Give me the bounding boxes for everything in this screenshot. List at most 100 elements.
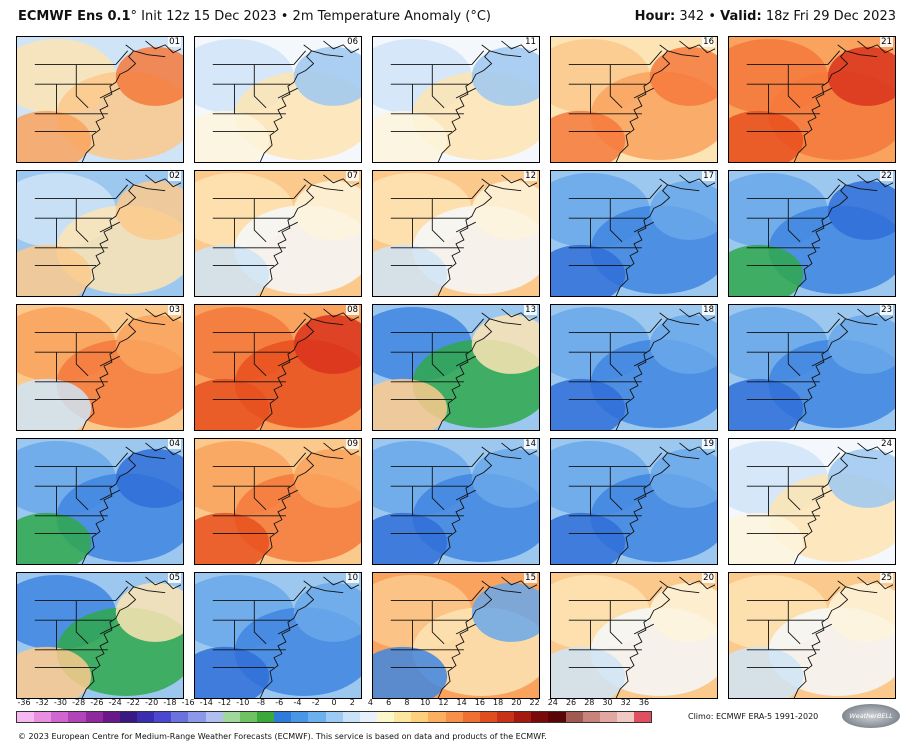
colorbar-segment xyxy=(171,712,189,722)
valid-value: 18z Fri 29 Dec 2023 xyxy=(761,9,896,24)
ensemble-member-panel: 16 xyxy=(550,36,718,163)
anomaly-field xyxy=(373,378,448,430)
ensemble-member-panel: 01 xyxy=(16,36,184,163)
state-border xyxy=(455,221,476,233)
anomaly-field xyxy=(115,314,183,374)
member-number: 19 xyxy=(702,439,715,449)
anomaly-map xyxy=(551,439,717,564)
state-border xyxy=(609,198,623,243)
state-border xyxy=(277,87,298,99)
state-border xyxy=(811,87,832,99)
colorbar-segment xyxy=(531,712,549,722)
anomaly-field xyxy=(293,314,361,374)
colorbar-tick-label: 36 xyxy=(638,698,650,707)
state-border xyxy=(679,442,716,456)
anomaly-map xyxy=(195,439,361,564)
anomaly-field xyxy=(551,244,626,296)
state-border xyxy=(253,332,267,377)
model-name: ECMWF Ens 0.1 xyxy=(18,9,131,24)
member-number: 11 xyxy=(524,37,537,47)
colorbar-tick-label: -14 xyxy=(199,698,213,707)
ensemble-member-panel: 17 xyxy=(550,170,718,297)
anomaly-field xyxy=(373,646,448,698)
state-border xyxy=(311,50,344,58)
state-border xyxy=(609,466,623,511)
anomaly-field xyxy=(729,378,804,430)
member-number: 09 xyxy=(346,439,359,449)
state-border xyxy=(259,580,315,698)
state-border xyxy=(489,50,522,58)
colorbar-segment xyxy=(85,712,103,722)
valid-label: Valid: xyxy=(720,9,762,24)
state-border xyxy=(81,446,137,564)
colorbar-tick-label: -8 xyxy=(257,698,266,707)
anomaly-map xyxy=(373,573,539,698)
weatherbell-logo: WeatherBELL xyxy=(842,704,900,728)
state-border xyxy=(633,623,654,635)
state-border xyxy=(501,442,538,456)
ensemble-member-panel: 14 xyxy=(372,438,540,565)
hour-label: Hour: xyxy=(634,9,676,24)
state-border xyxy=(793,312,849,430)
state-border xyxy=(81,580,137,698)
state-border xyxy=(311,318,344,326)
colorbar-segment xyxy=(359,712,377,722)
state-border xyxy=(633,87,654,99)
anomaly-field xyxy=(729,244,804,296)
ensemble-member-panel: 19 xyxy=(550,438,718,565)
state-border xyxy=(845,50,878,58)
member-number: 07 xyxy=(346,171,359,181)
state-border xyxy=(787,600,801,645)
ensemble-member-panel: 12 xyxy=(372,170,540,297)
colorbar-segment xyxy=(325,712,343,722)
anomaly-map xyxy=(195,37,361,162)
copyright-footer: © 2023 European Centre for Medium-Range … xyxy=(18,732,547,741)
colorbar-segment xyxy=(154,712,172,722)
anomaly-field xyxy=(729,110,804,162)
anomaly-map xyxy=(551,573,717,698)
colorbar-segment xyxy=(376,712,395,722)
anomaly-field xyxy=(195,244,270,296)
state-border xyxy=(437,580,493,698)
ensemble-member-panel: 02 xyxy=(16,170,184,297)
state-border xyxy=(99,355,120,367)
ensemble-member-panel: 13 xyxy=(372,304,540,431)
ensemble-member-panel: 05 xyxy=(16,572,184,699)
colorbar-segment xyxy=(256,712,275,722)
state-border xyxy=(489,452,522,460)
member-number: 16 xyxy=(702,37,715,47)
anomaly-field xyxy=(649,180,717,240)
state-border xyxy=(115,586,129,601)
ensemble-member-panel: 11 xyxy=(372,36,540,163)
member-number: 04 xyxy=(168,439,181,449)
state-border xyxy=(501,308,538,322)
state-border xyxy=(133,50,166,58)
anomaly-map xyxy=(551,37,717,162)
colorbar-tick-label: 12 xyxy=(438,698,449,707)
anomaly-field xyxy=(827,448,895,508)
state-border xyxy=(253,600,267,645)
colorbar-segment xyxy=(445,712,463,722)
state-border xyxy=(471,318,485,333)
anomaly-field xyxy=(551,378,626,430)
anomaly-field xyxy=(649,46,717,106)
state-border xyxy=(145,40,182,54)
ensemble-member-panel: 23 xyxy=(728,304,896,431)
colorbar-segment xyxy=(308,712,326,722)
state-border xyxy=(323,174,360,188)
state-border xyxy=(633,221,654,233)
anomaly-map xyxy=(17,573,183,698)
state-border xyxy=(75,198,89,243)
state-border xyxy=(609,600,623,645)
state-border xyxy=(845,452,878,460)
member-number: 17 xyxy=(702,171,715,181)
colorbar-tick-label: 20 xyxy=(511,698,522,707)
anomaly-field xyxy=(373,512,448,564)
state-border xyxy=(437,178,493,296)
colorbar-segment xyxy=(634,712,652,722)
ensemble-member-panel: 20 xyxy=(550,572,718,699)
anomaly-field xyxy=(115,582,183,642)
colorbar-tick-label: -6 xyxy=(275,698,284,707)
anomaly-map xyxy=(195,171,361,296)
anomaly-field xyxy=(293,448,361,508)
